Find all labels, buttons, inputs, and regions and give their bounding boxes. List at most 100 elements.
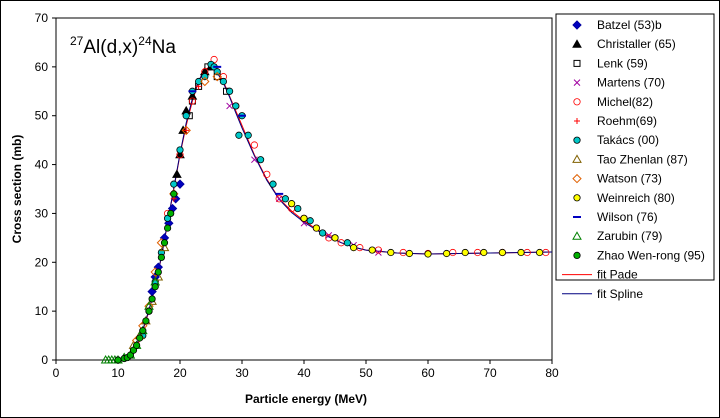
point-tao-zhenlan-87 [153,271,164,281]
y-axis-label: Cross section (mb) [10,135,24,244]
point-martens-70 [325,232,333,239]
point-tak-cs-00 [235,131,243,139]
point-zhao-wen-rong-95 [145,307,153,315]
point-tak-cs-00 [219,77,227,86]
point-tak-cs-00 [195,77,203,86]
point-zhao-wen-rong-95 [160,239,169,247]
point-watson-73 [200,76,210,87]
point-weinreich-80 [517,248,525,257]
point-zhao-wen-rong-95 [148,295,156,303]
point-tak-cs-00 [201,73,209,81]
point-tak-cs-00 [232,102,240,110]
y-tick-label: 20 [35,255,49,269]
y-axis: 0 10 20 30 40 50 60 70 [35,11,56,367]
legend-marker-batzel-53-b [572,20,582,30]
point-zhao-wen-rong-95 [154,268,162,276]
point-tak-cs-00 [343,239,351,247]
point-zhao-wen-rong-95 [170,190,178,198]
x-tick-label: 30 [235,366,249,380]
legend-label-tao-zhenlan-87: Tao Zhenlan (87) [597,152,688,166]
point-tak-cs-00 [182,112,190,120]
legend-label-michel-82: Michel(82) [597,95,653,109]
point-tak-cs-00 [176,146,184,154]
point-tak-cs-00 [281,195,289,203]
point-tak-cs-00 [256,156,265,164]
y-tick-label: 0 [41,353,48,367]
legend-label-fit-spline: fit Spline [597,287,643,301]
point-batzel-53-b [175,179,185,189]
legend-label-weinreich-80: Weinreich (80) [597,191,675,205]
y-tick-label: 60 [35,60,49,74]
point-weinreich-80 [480,248,488,257]
legend-marker-weinreich-80 [573,194,581,202]
x-tick-label: 60 [421,366,435,380]
point-martens-70 [375,249,382,256]
point-michel-82 [188,97,196,105]
legend-label-watson-73: Watson (73) [597,172,662,186]
y-tick-label: 70 [35,11,49,25]
point-weinreich-80 [349,244,358,252]
legend-label-roehm-69: Roehm(69) [597,114,657,128]
legend-marker-zarubin-79 [572,231,582,240]
point-christaller-65 [187,91,198,100]
point-weinreich-80 [287,200,296,208]
x-tick-label: 10 [111,366,125,380]
legend-marker-tak-cs-00 [573,136,581,144]
legend-marker-roehm-69 [574,118,580,124]
point-tak-cs-00 [318,229,327,237]
point-tak-cs-00 [244,131,252,139]
legend-marker-christaller-65 [572,39,582,48]
point-martens-70 [251,156,258,164]
point-weinreich-80 [442,249,451,258]
point-weinreich-80 [461,248,469,257]
point-tao-zhenlan-87 [159,242,170,252]
point-tak-cs-00 [213,68,221,76]
x-axis-label: Particle energy (MeV) [245,392,367,406]
point-zhao-wen-rong-95 [151,283,159,291]
point-weinreich-80 [331,234,339,242]
legend-marker-lenk-59 [573,59,581,67]
point-weinreich-80 [498,248,506,257]
point-weinreich-80 [424,250,432,258]
legend-label-martens-70: Martens (70) [597,76,665,90]
legend-marker-michel-82 [573,98,581,106]
data-points [100,55,550,364]
legend-marker-watson-73 [572,173,582,184]
point-weinreich-80 [368,246,376,254]
legend-marker-martens-70 [573,79,581,86]
y-tick-label: 30 [35,206,49,220]
legend-label-tak-cs-00: Takács (00) [597,133,659,147]
legend-label-wilson-76: Wilson (76) [597,210,658,224]
y-tick-label: 50 [35,109,49,123]
point-zhao-wen-rong-95 [133,341,141,349]
point-weinreich-80 [312,224,320,232]
y-tick-label: 40 [35,158,49,172]
plot-area [55,17,553,361]
point-tak-cs-00 [226,87,234,95]
legend: Batzel (53)b Christaller (65) Lenk (59) Mar… [562,18,705,301]
point-weinreich-80 [387,248,395,257]
y-tick-label: 10 [35,304,49,318]
x-tick-label: 20 [173,366,187,380]
point-martens-70 [226,102,233,110]
point-watson-73 [212,71,222,82]
legend-label-batzel-53-b: Batzel (53)b [597,18,662,32]
x-tick-label: 40 [297,366,311,380]
point-zhao-wen-rong-95 [167,209,175,218]
point-weinreich-80 [405,249,413,258]
point-zhao-wen-rong-95 [142,317,150,325]
point-zhao-wen-rong-95 [114,356,122,364]
x-tick-label: 80 [545,366,559,380]
legend-label-zhao-wen-rong-95: Zhao Wen-rong (95) [597,248,705,262]
legend-label-fit-pade: fit Pade [597,268,638,282]
point-zhao-wen-rong-95 [139,327,147,335]
chart-title: 27Al(d,x)24Na [70,34,176,58]
x-tick-label: 50 [359,366,373,380]
x-tick-label: 0 [53,366,60,380]
legend-label-lenk-59: Lenk (59) [597,56,648,70]
point-tak-cs-00 [306,217,314,225]
legend-box [555,13,715,281]
legend-label-zarubin-79: Zarubin (79) [597,229,662,243]
x-tick-label: 70 [483,366,497,380]
